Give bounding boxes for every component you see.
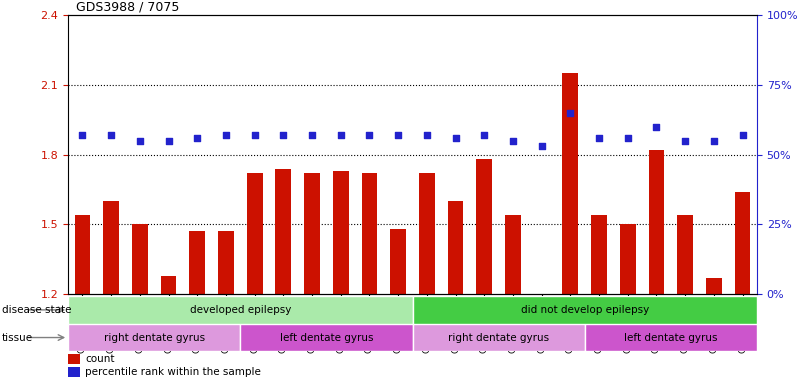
Bar [505, 215, 521, 294]
Point [564, 110, 577, 116]
Bar [304, 173, 320, 294]
Point [449, 135, 462, 141]
Bar [68, 324, 240, 351]
Bar [562, 73, 578, 294]
Point [162, 138, 175, 144]
Point [76, 132, 89, 138]
Bar [276, 169, 292, 294]
Point [478, 132, 491, 138]
Point [306, 132, 319, 138]
Bar [591, 215, 607, 294]
Point [650, 124, 663, 130]
Point [134, 138, 147, 144]
Bar [448, 201, 464, 294]
Text: right dentate gyrus: right dentate gyrus [103, 333, 205, 343]
Text: tissue: tissue [2, 333, 33, 343]
Point [277, 132, 290, 138]
Point [334, 132, 347, 138]
Point [392, 132, 405, 138]
Text: left dentate gyrus: left dentate gyrus [624, 333, 718, 343]
Bar [68, 296, 413, 324]
Text: percentile rank within the sample: percentile rank within the sample [85, 367, 261, 377]
Bar [361, 173, 377, 294]
Bar [706, 278, 722, 294]
Text: count: count [85, 354, 115, 364]
Bar [477, 159, 492, 294]
Bar [103, 201, 119, 294]
Text: GDS3988 / 7075: GDS3988 / 7075 [76, 0, 179, 13]
Point [736, 132, 749, 138]
Bar [161, 276, 176, 294]
Bar [247, 173, 263, 294]
Bar [649, 150, 664, 294]
Bar [74, 215, 91, 294]
Point [191, 135, 203, 141]
Bar [240, 324, 413, 351]
Bar [189, 232, 205, 294]
Point [506, 138, 519, 144]
Point [535, 143, 548, 149]
Point [707, 138, 720, 144]
Bar [68, 354, 80, 364]
Text: left dentate gyrus: left dentate gyrus [280, 333, 373, 343]
Bar [585, 324, 757, 351]
Point [248, 132, 261, 138]
Text: developed epilepsy: developed epilepsy [190, 305, 291, 315]
Text: did not develop epilepsy: did not develop epilepsy [521, 305, 649, 315]
Bar [620, 224, 636, 294]
Point [105, 132, 118, 138]
Point [421, 132, 433, 138]
Point [363, 132, 376, 138]
Bar [678, 215, 693, 294]
Point [593, 135, 606, 141]
Bar [735, 192, 751, 294]
Bar [390, 229, 406, 294]
Bar [132, 224, 147, 294]
Point [678, 138, 691, 144]
Point [219, 132, 232, 138]
Text: disease state: disease state [2, 305, 71, 315]
Bar [218, 232, 234, 294]
Bar [413, 296, 757, 324]
Bar [333, 171, 348, 294]
Bar [419, 173, 435, 294]
Text: right dentate gyrus: right dentate gyrus [448, 333, 549, 343]
Bar [68, 367, 80, 377]
Bar [413, 324, 585, 351]
Point [622, 135, 634, 141]
